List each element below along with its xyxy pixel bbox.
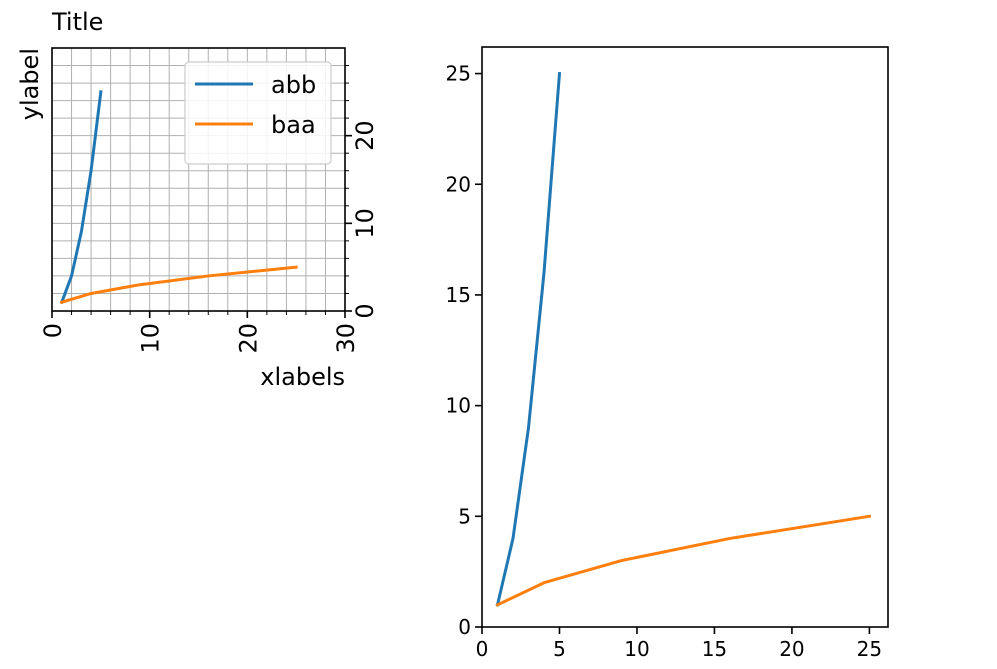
left-legend: abb baa xyxy=(184,61,332,165)
left-ticks: 0 10 20 30 0 10 20 xyxy=(39,65,379,354)
series-line-series-1 xyxy=(495,71,562,607)
y-tick-label: 10 xyxy=(446,394,471,418)
legend-label-abb: abb xyxy=(271,71,316,99)
x-tick-label: 15 xyxy=(702,637,727,661)
right-axes-frame xyxy=(481,46,889,628)
left-chart-title: Title xyxy=(51,8,103,36)
left-y-axis-label: ylabel xyxy=(16,48,44,120)
series-line-abb xyxy=(59,90,103,305)
y-tick-label: 0 xyxy=(458,615,471,639)
x-tick-label: 25 xyxy=(857,637,882,661)
x-tick-label: 5 xyxy=(553,637,566,661)
y-tick-label: 15 xyxy=(446,283,471,307)
left-series-group xyxy=(59,90,298,305)
legend-box xyxy=(184,61,332,165)
x-tick-label: 0 xyxy=(476,637,489,661)
left-x-axis-label: xlabels xyxy=(260,363,345,391)
series-line-baa xyxy=(59,265,298,305)
left-chart: 0 10 20 30 0 10 20 Title xlabels ylabel abb baa xyxy=(16,8,379,391)
x-tick-label: 20 xyxy=(779,637,804,661)
y-tick-label: 10 xyxy=(351,208,379,239)
right-ticks: 0 5 10 15 20 25 0 5 10 15 20 25 xyxy=(446,62,883,661)
x-tick-label: 0 xyxy=(39,323,67,338)
y-tick-label: 5 xyxy=(458,504,471,528)
x-tick-label: 10 xyxy=(624,637,649,661)
y-tick-label: 20 xyxy=(351,120,379,151)
x-tick-label: 20 xyxy=(234,323,262,354)
y-tick-label: 20 xyxy=(446,172,471,196)
x-tick-label: 30 xyxy=(332,323,360,354)
legend-label-baa: baa xyxy=(271,111,316,139)
x-tick-label: 10 xyxy=(137,323,165,354)
series-line-series-2 xyxy=(495,514,872,607)
y-tick-label: 25 xyxy=(446,62,471,86)
right-series-group xyxy=(495,71,872,607)
left-axes-frame xyxy=(51,47,346,312)
y-tick-label: 0 xyxy=(351,303,379,318)
right-chart: 0 5 10 15 20 25 0 5 10 15 20 25 xyxy=(446,46,889,661)
